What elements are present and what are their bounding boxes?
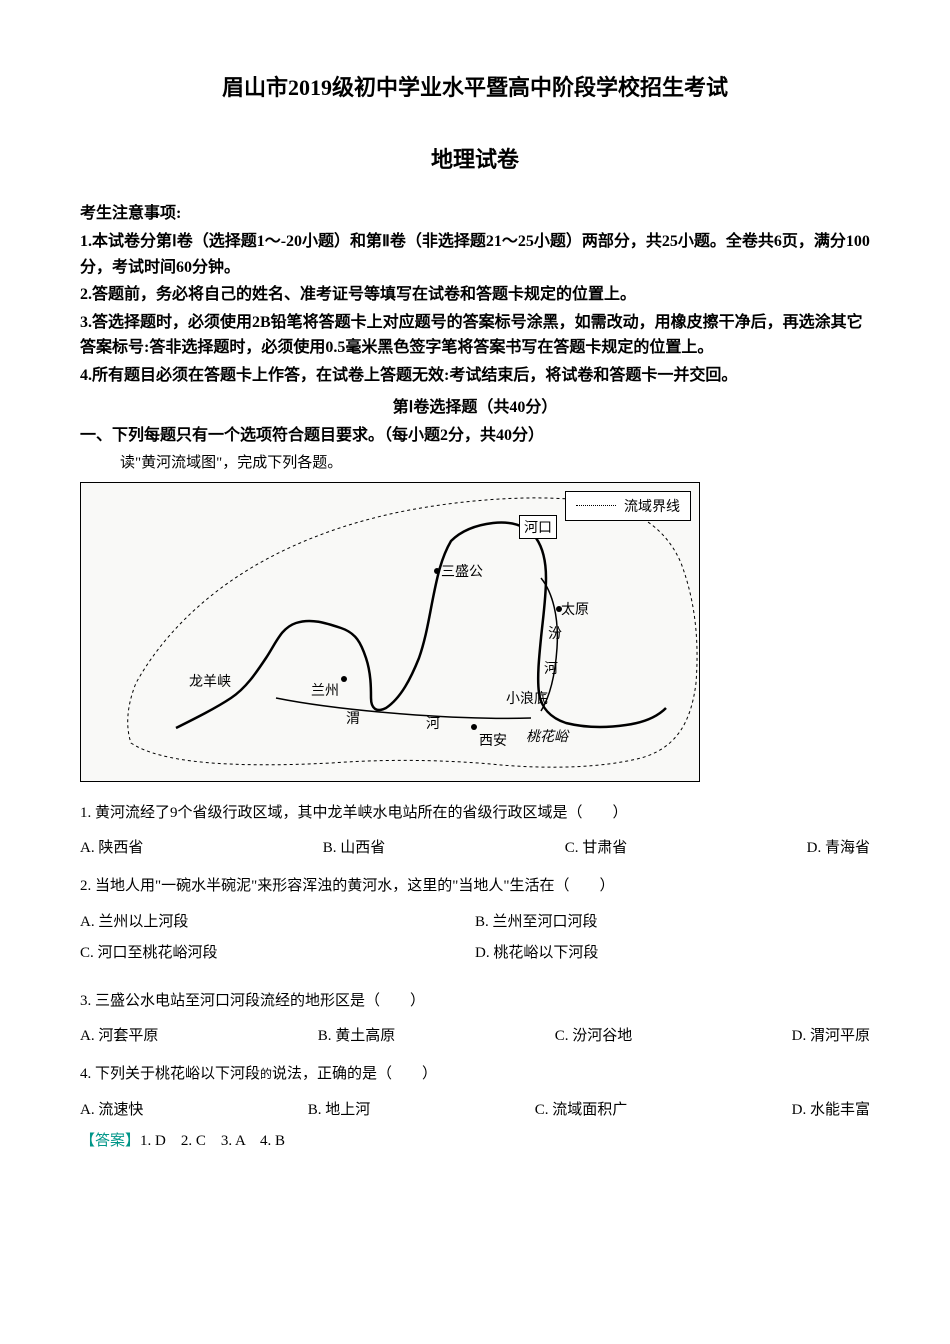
answer-text: 1. D 2. C 3. A 4. B: [140, 1133, 285, 1149]
map-container: 流域界线 河口 三盛公 太原 汾 河 龙羊峡 兰州 渭 河 小浪底 西安 桃花峪: [80, 482, 870, 782]
q1-option-d: D. 青海省: [807, 836, 870, 857]
yellow-river-map: 流域界线 河口 三盛公 太原 汾 河 龙羊峡 兰州 渭 河 小浪底 西安 桃花峪: [80, 482, 700, 782]
question-1-options: A. 陕西省 B. 山西省 C. 甘肃省 D. 青海省: [80, 836, 870, 857]
answer-line: 【答案】1. D 2. C 3. A 4. B: [80, 1129, 870, 1150]
map-svg: [81, 483, 700, 782]
q3-option-d: D. 渭河平原: [792, 1024, 870, 1045]
q3-option-a: A. 河套平原: [80, 1024, 158, 1045]
map-label-fen: 汾: [548, 623, 562, 643]
question-1-stem: 1. 黄河流经了9个省级行政区域，其中龙羊峡水电站所在的省级行政区域是（ ）: [80, 802, 870, 825]
q1-option-b: B. 山西省: [323, 836, 386, 857]
q2-option-d: D. 桃花峪以下河段: [475, 941, 870, 962]
map-label-xian: 西安: [479, 730, 507, 750]
map-label-hekou: 河口: [519, 515, 557, 539]
q2-option-a: A. 兰州以上河段: [80, 910, 475, 931]
yellow-river-path: [176, 522, 666, 727]
map-dot-taiyuan: [556, 606, 562, 612]
map-dot-xian: [471, 724, 477, 730]
answer-label: 【答案】: [80, 1133, 140, 1149]
q4-option-d: D. 水能丰富: [792, 1098, 870, 1119]
map-legend: 流域界线: [565, 491, 691, 521]
notice-item-2: 2.答题前，务必将自己的姓名、准考证号等填写在试卷和答题卡规定的位置上。: [80, 282, 870, 308]
question-3-stem: 3. 三盛公水电站至河口河段流经的地形区是（ ）: [80, 990, 870, 1013]
map-dot-sansheng: [434, 568, 440, 574]
question-2-stem: 2. 当地人用"一碗水半碗泥"来形容浑浊的黄河水，这里的"当地人"生活在（ ）: [80, 875, 870, 898]
q4-option-c: C. 流域面积广: [535, 1098, 628, 1119]
map-label-wei: 渭: [346, 708, 360, 728]
page-title: 眉山市2019级初中学业水平暨高中阶段学校招生考试: [80, 70, 870, 102]
q2-option-b: B. 兰州至河口河段: [475, 910, 870, 931]
notice-item-4: 4.所有题目必须在答题卡上作答，在试卷上答题无效:考试结束后，将试卷和答题卡一并…: [80, 363, 870, 389]
legend-label: 流域界线: [624, 496, 680, 516]
q4-stem-pre: 4. 下列关于桃花峪以下河段: [80, 1066, 260, 1082]
map-label-taiyuan: 太原: [561, 599, 589, 619]
q4-stem-post: 说法，正确的是（ ）: [272, 1066, 437, 1082]
question-3-options: A. 河套平原 B. 黄土高原 C. 汾河谷地 D. 渭河平原: [80, 1024, 870, 1045]
q4-option-b: B. 地上河: [308, 1098, 371, 1119]
map-label-taohuayu: 桃花峪: [526, 726, 568, 746]
q3-option-c: C. 汾河谷地: [555, 1024, 633, 1045]
map-label-xiaolangdi: 小浪底: [506, 688, 548, 708]
legend-line-icon: [576, 505, 616, 506]
reading-prompt: 读"黄河流域图"，完成下列各题。: [120, 451, 870, 472]
question-2-options: A. 兰州以上河段 B. 兰州至河口河段 C. 河口至桃花峪河段 D. 桃花峪以…: [80, 910, 870, 972]
question-4-options: A. 流速快 B. 地上河 C. 流域面积广 D. 水能丰富: [80, 1098, 870, 1119]
notice-header: 考生注意事项:: [80, 199, 870, 223]
page-subtitle: 地理试卷: [80, 142, 870, 174]
q4-option-a: A. 流速快: [80, 1098, 143, 1119]
q4-stem-small: 的: [260, 1067, 272, 1081]
section-1-header: 第Ⅰ卷选择题（共40分）: [80, 393, 870, 417]
map-label-longyangxia: 龙羊峡: [189, 671, 231, 691]
map-label-sansheng: 三盛公: [441, 561, 483, 581]
question-4-stem: 4. 下列关于桃花峪以下河段的说法，正确的是（ ）: [80, 1063, 870, 1086]
q2-option-c: C. 河口至桃花峪河段: [80, 941, 475, 962]
map-label-he: 河: [544, 658, 558, 678]
map-label-he2: 河: [426, 713, 440, 733]
section-1-instruction: 一、下列每题只有一个选项符合题目要求。（每小题2分，共40分）: [80, 421, 870, 445]
q1-option-a: A. 陕西省: [80, 836, 143, 857]
q1-option-c: C. 甘肃省: [565, 836, 628, 857]
notice-item-1: 1.本试卷分第Ⅰ卷（选择题1～-20小题）和第Ⅱ卷（非选择题21～25小题）两部…: [80, 229, 870, 280]
map-dot-lanzhou: [341, 676, 347, 682]
map-label-lanzhou: 兰州: [311, 680, 339, 700]
notice-item-3: 3.答选择题时，必须使用2B铅笔将答题卡上对应题号的答案标号涂黑，如需改动，用橡…: [80, 310, 870, 361]
q3-option-b: B. 黄土高原: [318, 1024, 396, 1045]
wei-river-path: [276, 698, 531, 718]
